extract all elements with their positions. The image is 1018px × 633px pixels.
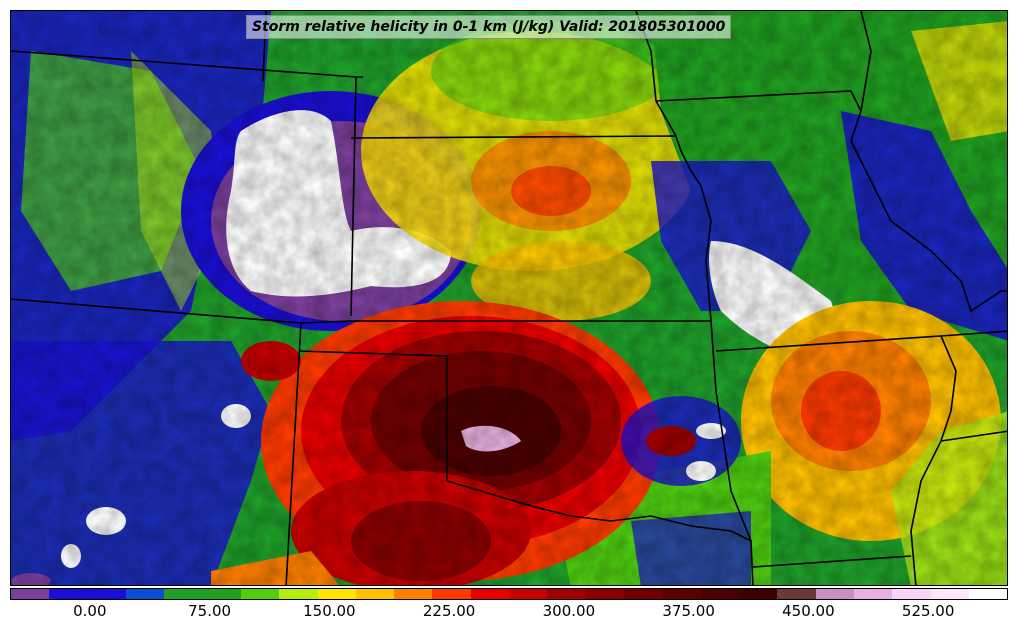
colorbar-tick-label: 375.00	[662, 602, 715, 620]
colorbar-segment	[164, 589, 203, 599]
colorbar-segment	[738, 589, 778, 599]
colorbar-segment	[11, 589, 50, 599]
colorbar-segment	[892, 589, 931, 599]
colorbar-segment	[815, 589, 854, 599]
colorbar-segment	[317, 589, 356, 599]
colorbar-segment	[355, 589, 395, 599]
colorbar-tick-label: 150.00	[303, 602, 356, 620]
colorbar-segment	[470, 589, 510, 599]
colorbar-segment	[432, 589, 471, 599]
colorbar-segment	[279, 589, 318, 599]
colorbar-segment	[240, 589, 280, 599]
colorbar-segment	[624, 589, 663, 599]
colorbar-tick-label: 525.00	[901, 602, 955, 620]
map-title: Storm relative helicity in 0-1 km (J/kg)…	[246, 15, 732, 39]
colorbar-segment	[202, 589, 241, 599]
colorbar-segment	[585, 589, 624, 599]
colorbar-tick-label: 0.00	[73, 602, 107, 620]
colorbar-tick-label: 450.00	[782, 602, 835, 620]
colorbar-ticks: 0.00 75.00 150.00 225.00 300.00 375.00 450.00 5…	[10, 602, 1008, 624]
colorbar-segment	[125, 589, 165, 599]
colorbar-segment	[968, 589, 1008, 599]
helicity-map	[10, 10, 1008, 586]
colorbar-tick-label: 300.00	[542, 602, 596, 620]
colorbar-segment	[547, 589, 586, 599]
colorbar-segment	[394, 589, 433, 599]
colorbar-segment	[509, 589, 548, 599]
colorbar-tick-label: 225.00	[422, 602, 476, 620]
colorbar-segment	[662, 589, 701, 599]
colorbar	[10, 588, 1008, 600]
colorbar-segment	[777, 589, 816, 599]
helicity-field	[11, 11, 1007, 585]
colorbar-tick-label: 75.00	[188, 602, 232, 620]
colorbar-segment	[87, 589, 126, 599]
colorbar-segment	[49, 589, 88, 599]
colorbar-segment	[853, 589, 893, 599]
colorbar-segment	[700, 589, 739, 599]
colorbar-segment	[930, 589, 969, 599]
